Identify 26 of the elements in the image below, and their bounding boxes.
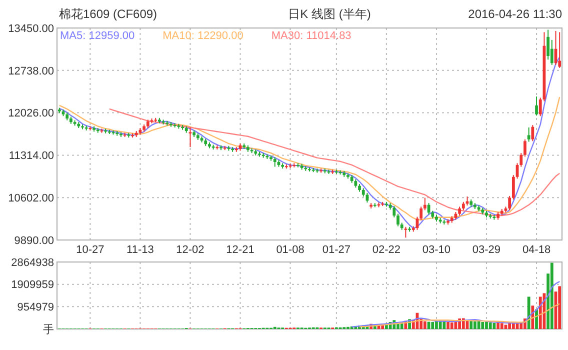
x-tick-label: 12-02 xyxy=(176,244,204,256)
chart-subtitle: 日K 线图 (半年) xyxy=(288,7,371,21)
y-tick-label: 13450.00 xyxy=(8,22,54,35)
x-tick-label: 01-27 xyxy=(322,244,351,256)
x-tick-label: 12-21 xyxy=(226,244,254,256)
y-tick-label: 手 xyxy=(43,322,54,336)
y-tick-label: 9890.00 xyxy=(14,234,54,247)
x-tick-label: 03-29 xyxy=(472,244,501,256)
x-tick-label: 03-10 xyxy=(422,244,451,256)
y-tick-label: 2864938 xyxy=(11,256,54,269)
y-tick-label: 1909959 xyxy=(11,279,54,292)
x-tick-label: 10-27 xyxy=(76,244,104,256)
text: MA10: 12290.00 xyxy=(162,30,244,42)
x-tick-label: 01-08 xyxy=(276,244,304,256)
x-tick-label: 11-13 xyxy=(126,244,154,256)
y-tick-label: 954979 xyxy=(17,302,54,314)
y-tick-label: 10602.00 xyxy=(8,192,54,204)
text: MA5: 12959.00 xyxy=(60,30,135,42)
y-tick-label: 11314.00 xyxy=(8,150,54,162)
y-tick-label: 12738.00 xyxy=(8,65,54,78)
text: MA30: 11014.83 xyxy=(271,30,352,42)
x-tick-label: 02-22 xyxy=(372,244,401,256)
x-tick-label: 04-18 xyxy=(522,244,551,256)
text: 2016-04-26 11:30 xyxy=(468,7,562,21)
chart-title: 棉花1609 (CF609) xyxy=(59,7,158,21)
y-tick-label: 12026.00 xyxy=(8,108,54,120)
